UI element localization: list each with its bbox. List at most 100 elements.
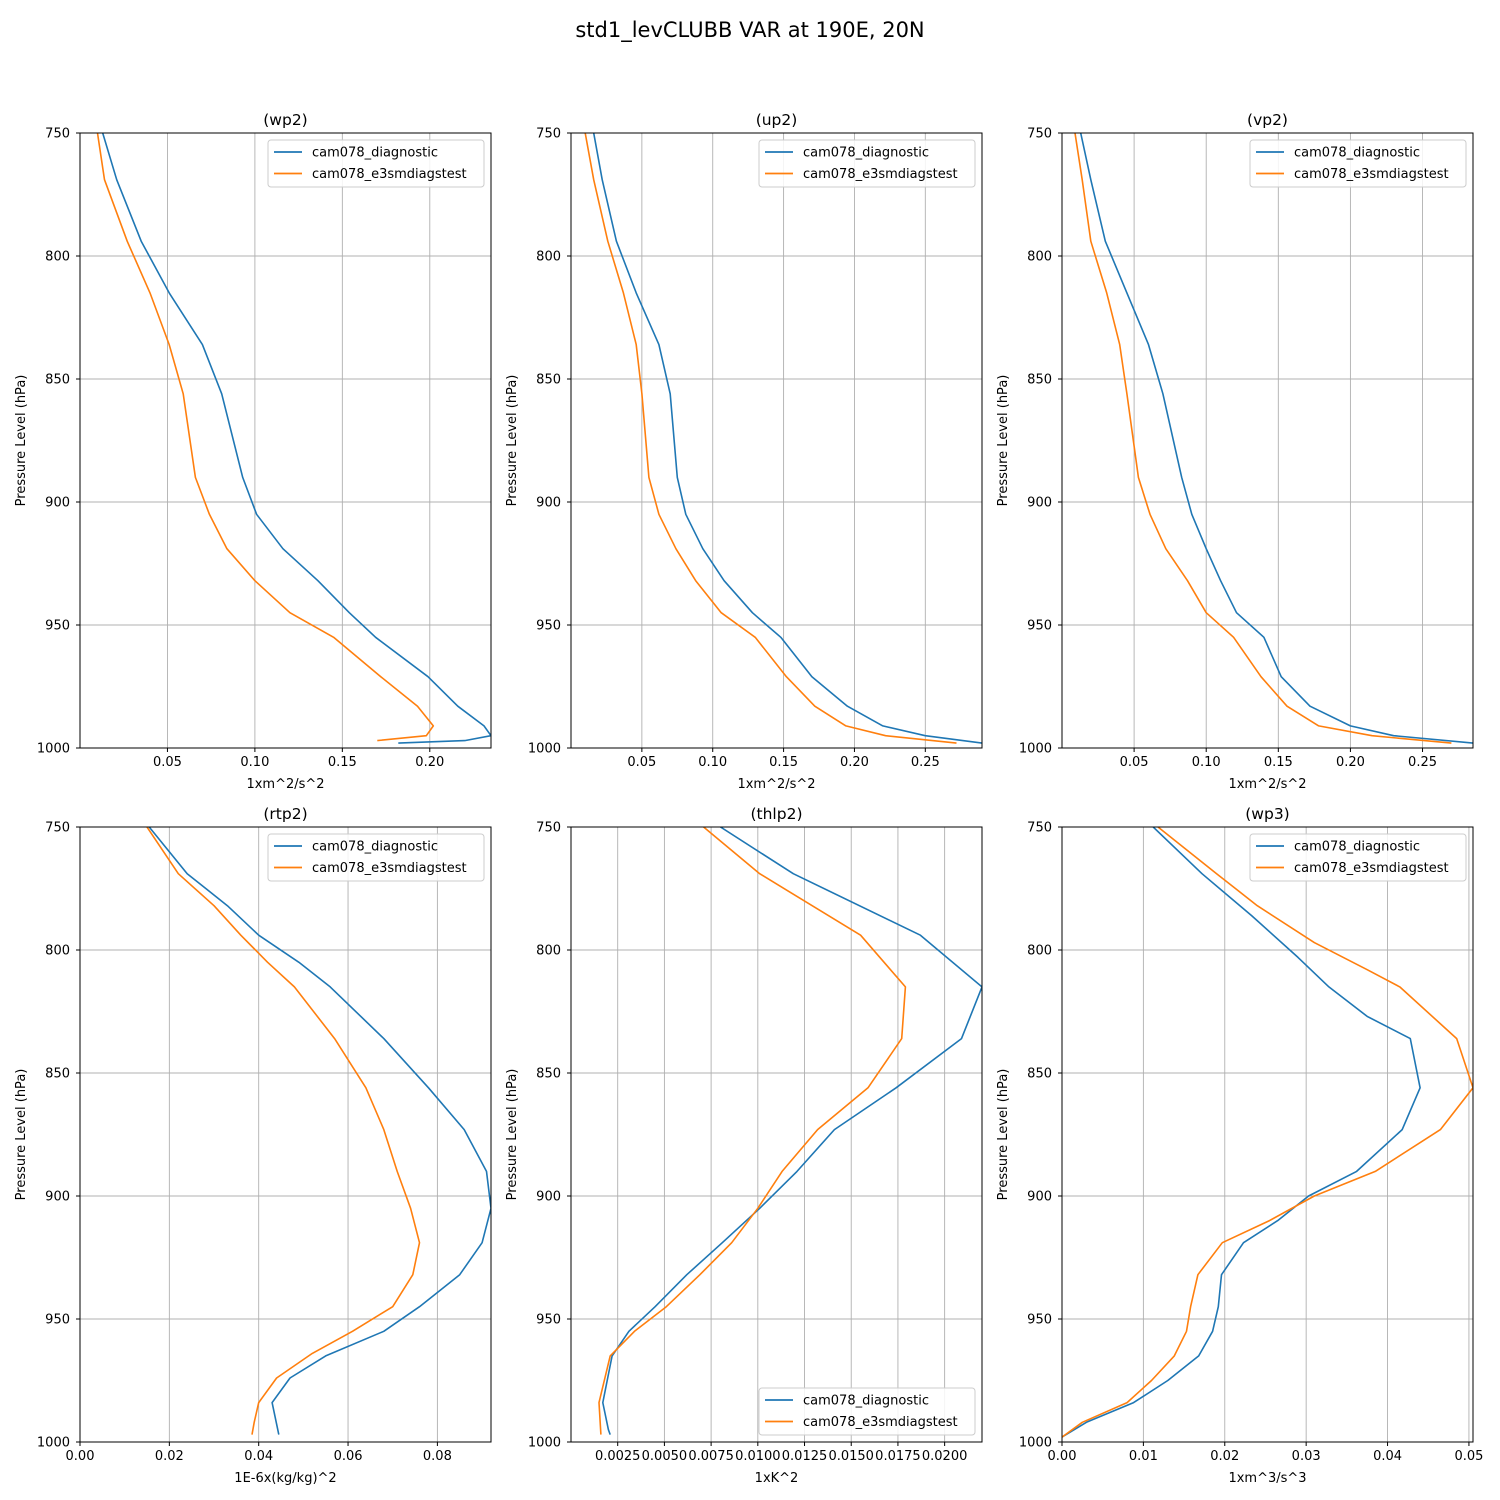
y-axis-label: Pressure Level (hPa) [505, 375, 520, 507]
x-axis-label: 1E-6x(kg/kg)^2 [234, 1471, 336, 1486]
y-tick-label: 750 [536, 127, 561, 142]
y-tick-label: 950 [45, 1313, 70, 1328]
legend: cam078_diagnostic cam078_e3smdiagstest [1249, 833, 1467, 882]
panel-title: (wp3) [1245, 805, 1289, 823]
legend-label-1: cam078_diagnostic [312, 840, 438, 855]
panel-title: (vp2) [1247, 111, 1288, 129]
x-tick-label: 0.0025 [595, 1449, 641, 1464]
y-tick-label: 1000 [37, 1436, 70, 1451]
x-tick-label: 0.20 [1336, 755, 1365, 770]
x-axis-label: 1xm^2/s^2 [246, 777, 324, 792]
y-tick-label: 850 [536, 1067, 561, 1082]
x-tick-label: 0.0200 [922, 1449, 968, 1464]
legend-label-1: cam078_diagnostic [1294, 146, 1420, 161]
series-line-2 [146, 827, 421, 1435]
y-tick-label: 950 [1027, 619, 1052, 634]
legend-label-1: cam078_diagnostic [803, 146, 929, 161]
x-tick-label: 0.02 [1210, 1449, 1239, 1464]
y-tick-label: 900 [45, 1190, 70, 1205]
figure-suptitle: std1_levCLUBB VAR at 190E, 20N [575, 18, 924, 43]
x-tick-label: 0.10 [1192, 755, 1221, 770]
x-tick-label: 0.04 [1373, 1449, 1402, 1464]
axes-frame [79, 132, 492, 749]
panel-thlp2: 0.0025 0.0050 0.0075 0.0100 0.0125 0.0150 0.01… [505, 805, 983, 1486]
y-tick-label: 800 [536, 944, 561, 959]
panel-title: (wp2) [263, 111, 307, 129]
y-tick-label: 900 [1027, 1190, 1052, 1205]
x-tick-label: 0.05 [1454, 1449, 1483, 1464]
series-line-1 [1062, 827, 1421, 1438]
series-line-1 [148, 827, 491, 1435]
panel-vp2: 0.05 0.10 0.15 0.20 0.25 750 800 850 900 950 1000 (… [996, 111, 1474, 792]
x-tick-label: 0.05 [153, 755, 182, 770]
panel-wp3: 0.00 0.01 0.02 0.03 0.04 0.05 750 800 850 900 950 1… [996, 805, 1483, 1486]
y-tick-label: 950 [45, 619, 70, 634]
axes-frame [570, 132, 983, 749]
y-axis-label: Pressure Level (hPa) [14, 1069, 29, 1201]
x-axis-label: 1xK^2 [755, 1471, 799, 1486]
y-tick-label: 950 [1027, 1313, 1052, 1328]
y-tick-label: 1000 [1019, 742, 1052, 757]
x-tick-label: 0.10 [698, 755, 727, 770]
axes-frame [570, 826, 983, 1443]
legend: cam078_diagnostic cam078_e3smdiagstest [267, 139, 485, 188]
y-tick-label: 1000 [528, 742, 561, 757]
legend-label-1: cam078_diagnostic [803, 1394, 929, 1409]
legend-box [758, 1387, 976, 1436]
legend-label-2: cam078_e3smdiagstest [803, 1415, 958, 1430]
x-tick-label: 0.03 [1292, 1449, 1321, 1464]
y-tick-label: 800 [1027, 250, 1052, 265]
y-tick-label: 850 [45, 373, 70, 388]
legend-box [1249, 139, 1467, 188]
y-axis-label: Pressure Level (hPa) [996, 1069, 1011, 1201]
y-tick-label: 850 [45, 1067, 70, 1082]
x-axis-label: 1xm^2/s^2 [737, 777, 815, 792]
x-tick-label: 0.02 [155, 1449, 184, 1464]
y-tick-label: 850 [1027, 373, 1052, 388]
panel-title: (rtp2) [263, 805, 307, 823]
legend: cam078_diagnostic cam078_e3smdiagstest [1249, 139, 1467, 188]
legend-box [267, 833, 485, 882]
series-line-2 [1062, 827, 1473, 1438]
axes-frame [79, 826, 492, 1443]
y-tick-label: 900 [536, 1190, 561, 1205]
x-tick-label: 0.0175 [875, 1449, 921, 1464]
panel-title: (thlp2) [750, 805, 802, 823]
legend-box [267, 139, 485, 188]
legend-label-2: cam078_e3smdiagstest [1294, 167, 1449, 182]
x-tick-label: 0.25 [1408, 755, 1437, 770]
x-tick-label: 0.04 [244, 1449, 273, 1464]
x-tick-label: 0.05 [1120, 755, 1149, 770]
y-tick-label: 750 [45, 127, 70, 142]
axes-frame [1061, 132, 1474, 749]
y-tick-label: 1000 [37, 742, 70, 757]
x-axis-label: 1xm^3/s^3 [1228, 1471, 1306, 1486]
x-tick-label: 0.20 [840, 755, 869, 770]
series-line-1 [592, 133, 982, 744]
legend-label-2: cam078_e3smdiagstest [803, 167, 958, 182]
y-tick-label: 850 [1027, 1067, 1052, 1082]
x-tick-label: 0.25 [911, 755, 940, 770]
series-line-1 [101, 133, 491, 744]
panel-wp2: 0.05 0.10 0.15 0.20 750 800 850 900 950 1000 (wp2)… [14, 111, 492, 792]
x-tick-label: 0.20 [415, 755, 444, 770]
legend-box [758, 139, 976, 188]
legend-label-1: cam078_diagnostic [312, 146, 438, 161]
y-axis-label: Pressure Level (hPa) [505, 1069, 520, 1201]
series-line-2 [584, 133, 957, 744]
x-tick-label: 0.0125 [782, 1449, 828, 1464]
legend-label-2: cam078_e3smdiagstest [312, 861, 467, 876]
series-line-1 [602, 827, 982, 1435]
y-tick-label: 800 [1027, 944, 1052, 959]
x-tick-label: 0.15 [769, 755, 798, 770]
legend-label-1: cam078_diagnostic [1294, 840, 1420, 855]
axes-frame [1061, 826, 1474, 1443]
legend-label-2: cam078_e3smdiagstest [312, 167, 467, 182]
x-tick-label: 0.01 [1129, 1449, 1158, 1464]
y-tick-label: 750 [1027, 127, 1052, 142]
y-tick-label: 950 [536, 619, 561, 634]
legend-box [1249, 833, 1467, 882]
x-tick-label: 0.05 [627, 755, 656, 770]
x-axis-label: 1xm^2/s^2 [1228, 777, 1306, 792]
y-tick-label: 900 [536, 496, 561, 511]
